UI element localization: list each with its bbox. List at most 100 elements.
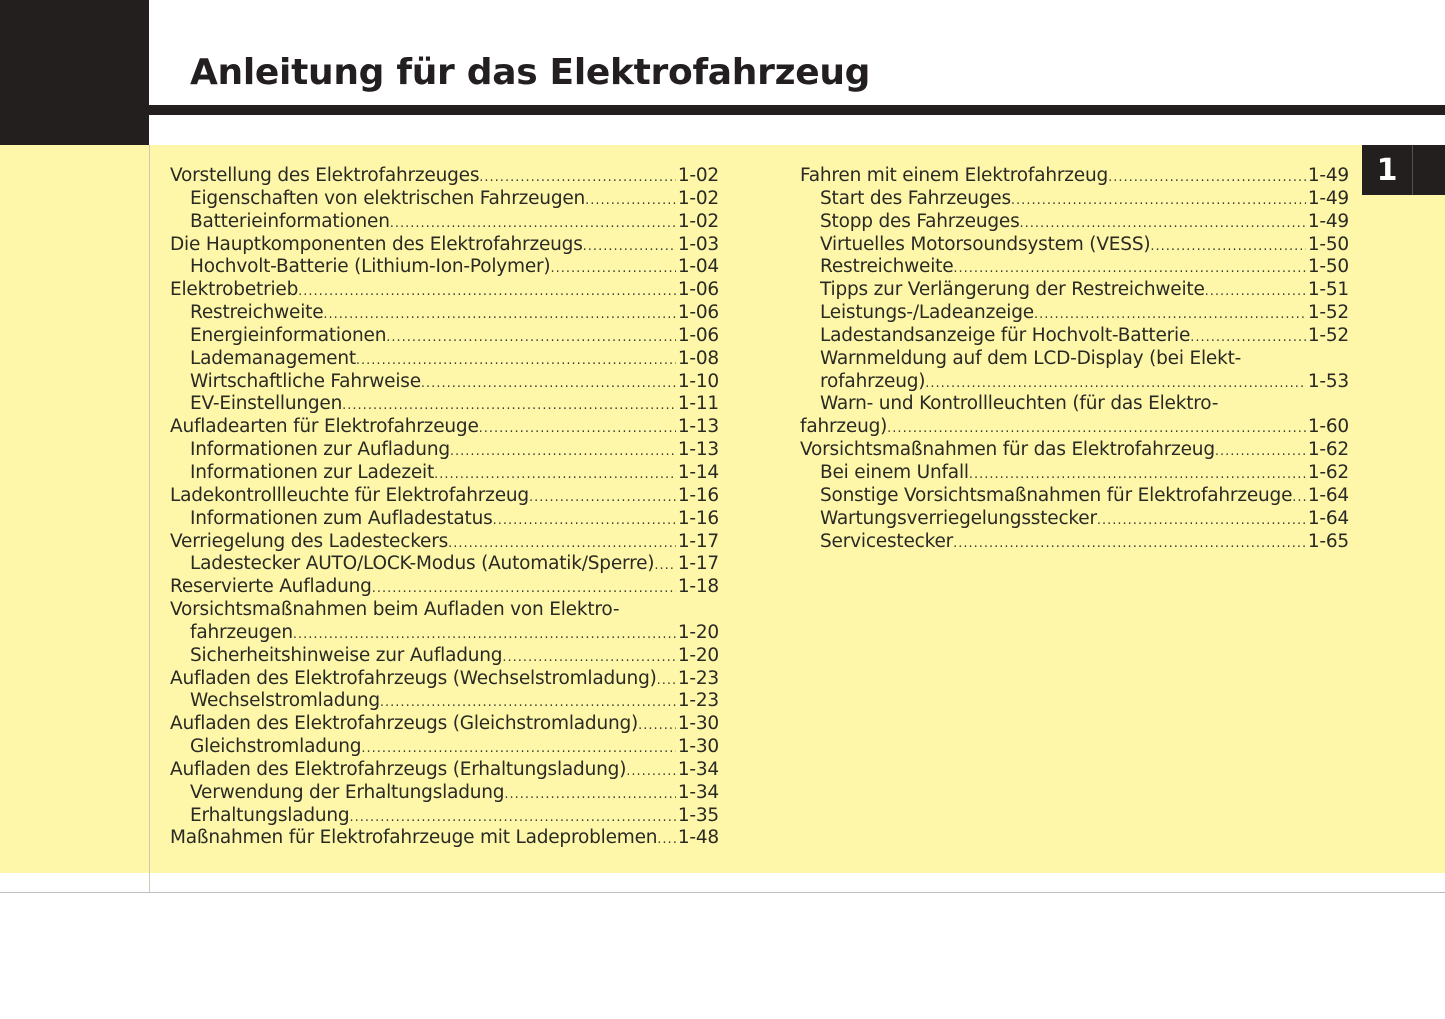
dot-leader — [529, 487, 676, 510]
toc-entry-page: 1-17 — [677, 553, 719, 575]
toc-entry[interactable]: Die Hauptkomponenten des Elektrofahrzeug… — [170, 234, 719, 257]
dot-leader — [654, 555, 676, 578]
toc-entry[interactable]: Maßnahmen für Elektrofahrzeuge mit Ladep… — [170, 827, 719, 850]
toc-entry-title: fahrzeugen — [190, 621, 293, 643]
toc-entry[interactable]: Erhaltungsladung 1-35 — [170, 805, 719, 828]
toc-entry[interactable]: Restreichweite 1-06 — [170, 302, 719, 325]
toc-entry[interactable]: Vorsichtsmaßnahmen für das Elektrofahrze… — [800, 439, 1349, 462]
toc-entry-page: 1-65 — [1307, 530, 1349, 552]
toc-entry[interactable]: Aufladearten für Elektrofahrzeuge 1-13 — [170, 416, 719, 439]
toc-entry[interactable]: Wirtschaftliche Fahrweise 1-10 — [170, 371, 719, 394]
toc-entry[interactable]: Elektrobetrieb 1-06 — [170, 279, 719, 302]
toc-entry-page: 1-11 — [677, 393, 719, 415]
toc-entry[interactable]: Vorstellung des Elektrofahrzeuges 1-02 — [170, 165, 719, 188]
toc-entry[interactable]: Eigenschaften von elektrischen Fahrzeuge… — [170, 188, 719, 211]
tab-divider — [1412, 145, 1413, 195]
dot-leader — [1205, 281, 1306, 304]
toc-entry-title: Warnmeldung auf dem LCD-Display (bei Ele… — [820, 347, 1242, 369]
toc-entry-title: Ladestandsanzeige für Hochvolt-Batterie — [820, 324, 1191, 346]
toc-entry-title: Start des Fahrzeuges — [820, 187, 1011, 209]
toc-entry[interactable]: EV-Einstellungen 1-11 — [170, 393, 719, 416]
toc-entry[interactable]: Wechselstromladung 1-23 — [170, 690, 719, 713]
toc-entry-page: 1-49 — [1307, 210, 1349, 232]
dot-leader — [434, 464, 676, 487]
toc-entry[interactable]: Informationen zur Ladezeit 1-14 — [170, 462, 719, 485]
dot-leader — [380, 692, 676, 715]
toc-entry-page: 1-13 — [677, 439, 719, 461]
toc-entry-title: rofahrzeug) — [820, 370, 926, 392]
toc-entry[interactable]: Ladestecker AUTO/LOCK-Modus (Automatik/S… — [170, 553, 719, 576]
toc-entry[interactable]: fahrzeugen 1-20 — [170, 622, 719, 645]
toc-entry-page: 1-34 — [677, 758, 719, 780]
toc-entry-page: 1-52 — [1307, 302, 1349, 324]
dot-leader — [448, 533, 676, 556]
toc-entry[interactable]: Energieinformationen 1-06 — [170, 325, 719, 348]
toc-entry-page: 1-10 — [677, 370, 719, 392]
chapter-tab[interactable]: 1 — [1362, 145, 1445, 195]
toc-entry[interactable]: Servicestecker 1-65 — [800, 531, 1349, 554]
dot-leader — [479, 167, 676, 190]
toc-entry-page: 1-02 — [677, 210, 719, 232]
toc-entry[interactable]: fahrzeug) 1-60 — [800, 416, 1349, 439]
toc-entry-page: 1-49 — [1307, 165, 1349, 186]
dot-leader — [953, 533, 1306, 556]
toc-entry[interactable]: Restreichweite 1-50 — [800, 256, 1349, 279]
toc-entry[interactable]: Bei einem Unfall 1-62 — [800, 462, 1349, 485]
toc-entry[interactable]: Fahren mit einem Elektrofahrzeug 1-49 — [800, 165, 1349, 188]
toc-entry-page: 1-23 — [677, 667, 719, 689]
toc-entry[interactable]: Sonstige Vorsichtsmaßnahmen für Elektrof… — [800, 485, 1349, 508]
chapter-number: 1 — [1376, 153, 1398, 188]
toc-entry[interactable]: Aufladen des Elektrofahrzeugs (Gleichstr… — [170, 713, 719, 736]
toc-entry: Warn- und Kontrollleuchten (für das Elek… — [800, 393, 1349, 416]
dot-leader — [1020, 213, 1306, 236]
dot-leader — [626, 761, 676, 784]
toc-entry-title: Die Hauptkomponenten des Elektrofahrzeug… — [170, 233, 583, 255]
toc-entry-title: Erhaltungsladung — [190, 804, 350, 826]
toc-entry[interactable]: rofahrzeug) 1-53 — [800, 371, 1349, 394]
dot-leader — [657, 670, 676, 693]
page-title: Anleitung für das Elektrofahrzeug — [190, 52, 871, 93]
toc-entry[interactable]: Virtuelles Motorsoundsystem (VESS) 1-50 — [800, 234, 1349, 257]
toc-entry-page: 1-02 — [677, 165, 719, 186]
toc-entry-title: Informationen zur Ladezeit — [190, 461, 435, 483]
toc-entry[interactable]: Verwendung der Erhaltungsladung 1-34 — [170, 782, 719, 805]
toc-entry[interactable]: Batterieinformationen 1-02 — [170, 211, 719, 234]
toc-entry[interactable]: Ladestandsanzeige für Hochvolt-Batterie 1… — [800, 325, 1349, 348]
toc-entry[interactable]: Leistungs-/Ladeanzeige 1-52 — [800, 302, 1349, 325]
toc-entry-page: 1-20 — [677, 621, 719, 643]
dot-leader — [550, 258, 675, 281]
toc-entry[interactable]: Tipps zur Verlängerung der Restreichweit… — [800, 279, 1349, 302]
toc-entry[interactable]: Gleichstromladung 1-30 — [170, 736, 719, 759]
toc-entry-page: 1-49 — [1307, 187, 1349, 209]
toc-entry[interactable]: Wartungsverriegelungsstecker 1-64 — [800, 508, 1349, 531]
toc-entry[interactable]: Hochvolt-Batterie (Lithium-Ion-Polymer) 1… — [170, 256, 719, 279]
toc-entry[interactable]: Informationen zum Aufladestatus 1-16 — [170, 508, 719, 531]
toc-entry[interactable]: Start des Fahrzeuges 1-49 — [800, 188, 1349, 211]
toc-entry[interactable]: Sicherheitshinweise zur Aufladung 1-20 — [170, 645, 719, 668]
toc-entry[interactable]: Aufladen des Elektrofahrzeugs (Erhaltung… — [170, 759, 719, 782]
toc-entry-page: 1-16 — [677, 484, 719, 506]
toc-entry-page: 1-06 — [677, 324, 719, 346]
toc-entry-title: Aufladearten für Elektrofahrzeuge — [170, 416, 479, 438]
toc-entry-page: 1-60 — [1307, 416, 1349, 438]
dot-leader — [925, 373, 1306, 396]
toc-entry[interactable]: Stopp des Fahrzeuges 1-49 — [800, 211, 1349, 234]
toc-entry[interactable]: Informationen zur Aufladung 1-13 — [170, 439, 719, 462]
toc-entry-page: 1-17 — [677, 530, 719, 552]
toc-entry[interactable]: Verriegelung des Ladesteckers 1-17 — [170, 531, 719, 554]
toc-entry-title: Restreichweite — [820, 256, 954, 278]
toc-entry-title: Warn- und Kontrollleuchten (für das Elek… — [820, 393, 1219, 415]
toc-entry[interactable]: Aufladen des Elektrofahrzeugs (Wechselst… — [170, 668, 719, 691]
toc-entry[interactable]: Ladekontrollleuchte für Elektrofahrzeug 1… — [170, 485, 719, 508]
dot-leader — [969, 464, 1306, 487]
toc-entry[interactable]: Lademanagement 1-08 — [170, 348, 719, 371]
dot-leader — [657, 829, 676, 852]
toc-entry-title: Restreichweite — [190, 302, 324, 324]
toc-entry-title: Verwendung der Erhaltungsladung — [190, 781, 505, 803]
toc-entry[interactable]: Reservierte Aufladung 1-18 — [170, 576, 719, 599]
toc-entry-page: 1-50 — [1307, 256, 1349, 278]
dot-leader — [504, 784, 675, 807]
dot-leader — [298, 281, 676, 304]
toc-entry-title: Virtuelles Motorsoundsystem (VESS) — [820, 233, 1151, 255]
toc-entry-title: Ladestecker AUTO/LOCK-Modus (Automatik/S… — [190, 553, 655, 575]
